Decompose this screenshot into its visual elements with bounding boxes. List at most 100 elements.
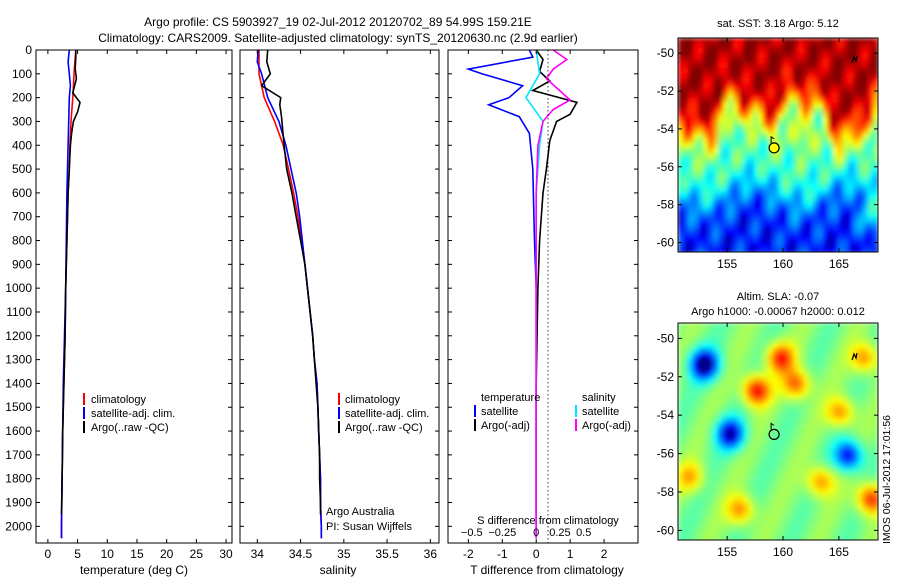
map-cell: [853, 508, 859, 514]
map-cell: [683, 358, 689, 364]
map-cell: [683, 223, 689, 229]
map-cell: [833, 133, 839, 139]
map-cell: [693, 488, 699, 494]
map-cell: [693, 388, 699, 394]
map-cell: [863, 168, 869, 174]
map-cell: [803, 108, 809, 114]
map-cell: [733, 478, 739, 484]
map-cell: [703, 323, 709, 329]
map-cell: [718, 338, 724, 344]
map-cell: [743, 323, 749, 329]
map-cell: [713, 108, 719, 114]
map-cell: [688, 143, 694, 149]
map-cell: [843, 358, 849, 364]
map-cell: [683, 343, 689, 349]
map-cell: [803, 503, 809, 509]
map-cell: [688, 428, 694, 434]
map-cell: [818, 168, 824, 174]
map-cell: [713, 493, 719, 499]
map-cell: [758, 158, 764, 164]
map-cell: [823, 363, 829, 369]
map-cell: [758, 148, 764, 154]
map-cell: [873, 48, 878, 54]
map-cell: [873, 223, 878, 229]
map-cell: [838, 413, 844, 419]
map-cell: [833, 43, 839, 49]
map-y-tick-label: -60: [657, 523, 675, 537]
map-cell: [813, 198, 819, 204]
map-cell: [828, 238, 834, 244]
map-cell: [778, 78, 784, 84]
map-cell: [768, 183, 774, 189]
map-cell: [873, 43, 878, 49]
map-cell: [703, 358, 709, 364]
map-cell: [783, 113, 789, 119]
map-cell: [868, 223, 874, 229]
map-cell: [838, 143, 844, 149]
map-cell: [738, 523, 744, 529]
map-cell: [753, 198, 759, 204]
map-cell: [783, 133, 789, 139]
map-cell: [773, 478, 779, 484]
map-cell: [738, 413, 744, 419]
map-cell: [803, 198, 809, 204]
map-cell: [778, 478, 784, 484]
map-cell: [743, 143, 749, 149]
map-cell: [808, 223, 814, 229]
map-cell: [733, 428, 739, 434]
map-cell: [798, 483, 804, 489]
map-cell: [773, 98, 779, 104]
map-cell: [828, 353, 834, 359]
map-cell: [758, 348, 764, 354]
map-cell: [773, 58, 779, 64]
map-cell: [708, 448, 714, 454]
map-cell: [703, 53, 709, 59]
map-cell: [828, 178, 834, 184]
figure-title-line1: Argo profile: CS 5903927_19 02-Jul-2012 …: [144, 15, 532, 29]
map-cell: [793, 498, 799, 504]
map-cell: [743, 98, 749, 104]
map-cell: [823, 223, 829, 229]
map-cell: [798, 93, 804, 99]
map-cell: [838, 208, 844, 214]
map-cell: [808, 123, 814, 129]
map-cell: [848, 468, 854, 474]
map-cell: [853, 428, 859, 434]
map-cell: [793, 173, 799, 179]
map-cell: [828, 223, 834, 229]
map-cell: [733, 488, 739, 494]
map-cell: [778, 418, 784, 424]
map-cell: [853, 433, 859, 439]
map-cell: [708, 388, 714, 394]
sst-argo-marker: [768, 135, 780, 154]
map-cell: [743, 398, 749, 404]
map-cell: [843, 43, 849, 49]
map-cell: [863, 398, 869, 404]
map-cell: [743, 348, 749, 354]
map-cell: [698, 378, 704, 384]
map-cell: [848, 358, 854, 364]
map-cell: [768, 433, 774, 439]
map-cell: [683, 158, 689, 164]
map-cell: [808, 508, 814, 514]
map-cell: [723, 98, 729, 104]
map-cell: [743, 188, 749, 194]
map-cell: [783, 98, 789, 104]
map-cell: [678, 433, 684, 439]
map-cell: [713, 83, 719, 89]
map-cell: [708, 88, 714, 94]
map-cell: [858, 168, 864, 174]
map-cell: [708, 78, 714, 84]
map-cell: [783, 428, 789, 434]
map-cell: [858, 233, 864, 239]
map-cell: [728, 323, 734, 329]
map-cell: [758, 458, 764, 464]
map-cell: [828, 528, 834, 534]
temperature-panel: 0 5 10 15 20 25 300100200300400500600700800900…: [5, 43, 233, 577]
map-cell: [748, 63, 754, 69]
map-cell: [848, 458, 854, 464]
map-cell: [713, 173, 719, 179]
map-cell: [708, 73, 714, 79]
map-cell: [793, 393, 799, 399]
map-cell: [738, 388, 744, 394]
